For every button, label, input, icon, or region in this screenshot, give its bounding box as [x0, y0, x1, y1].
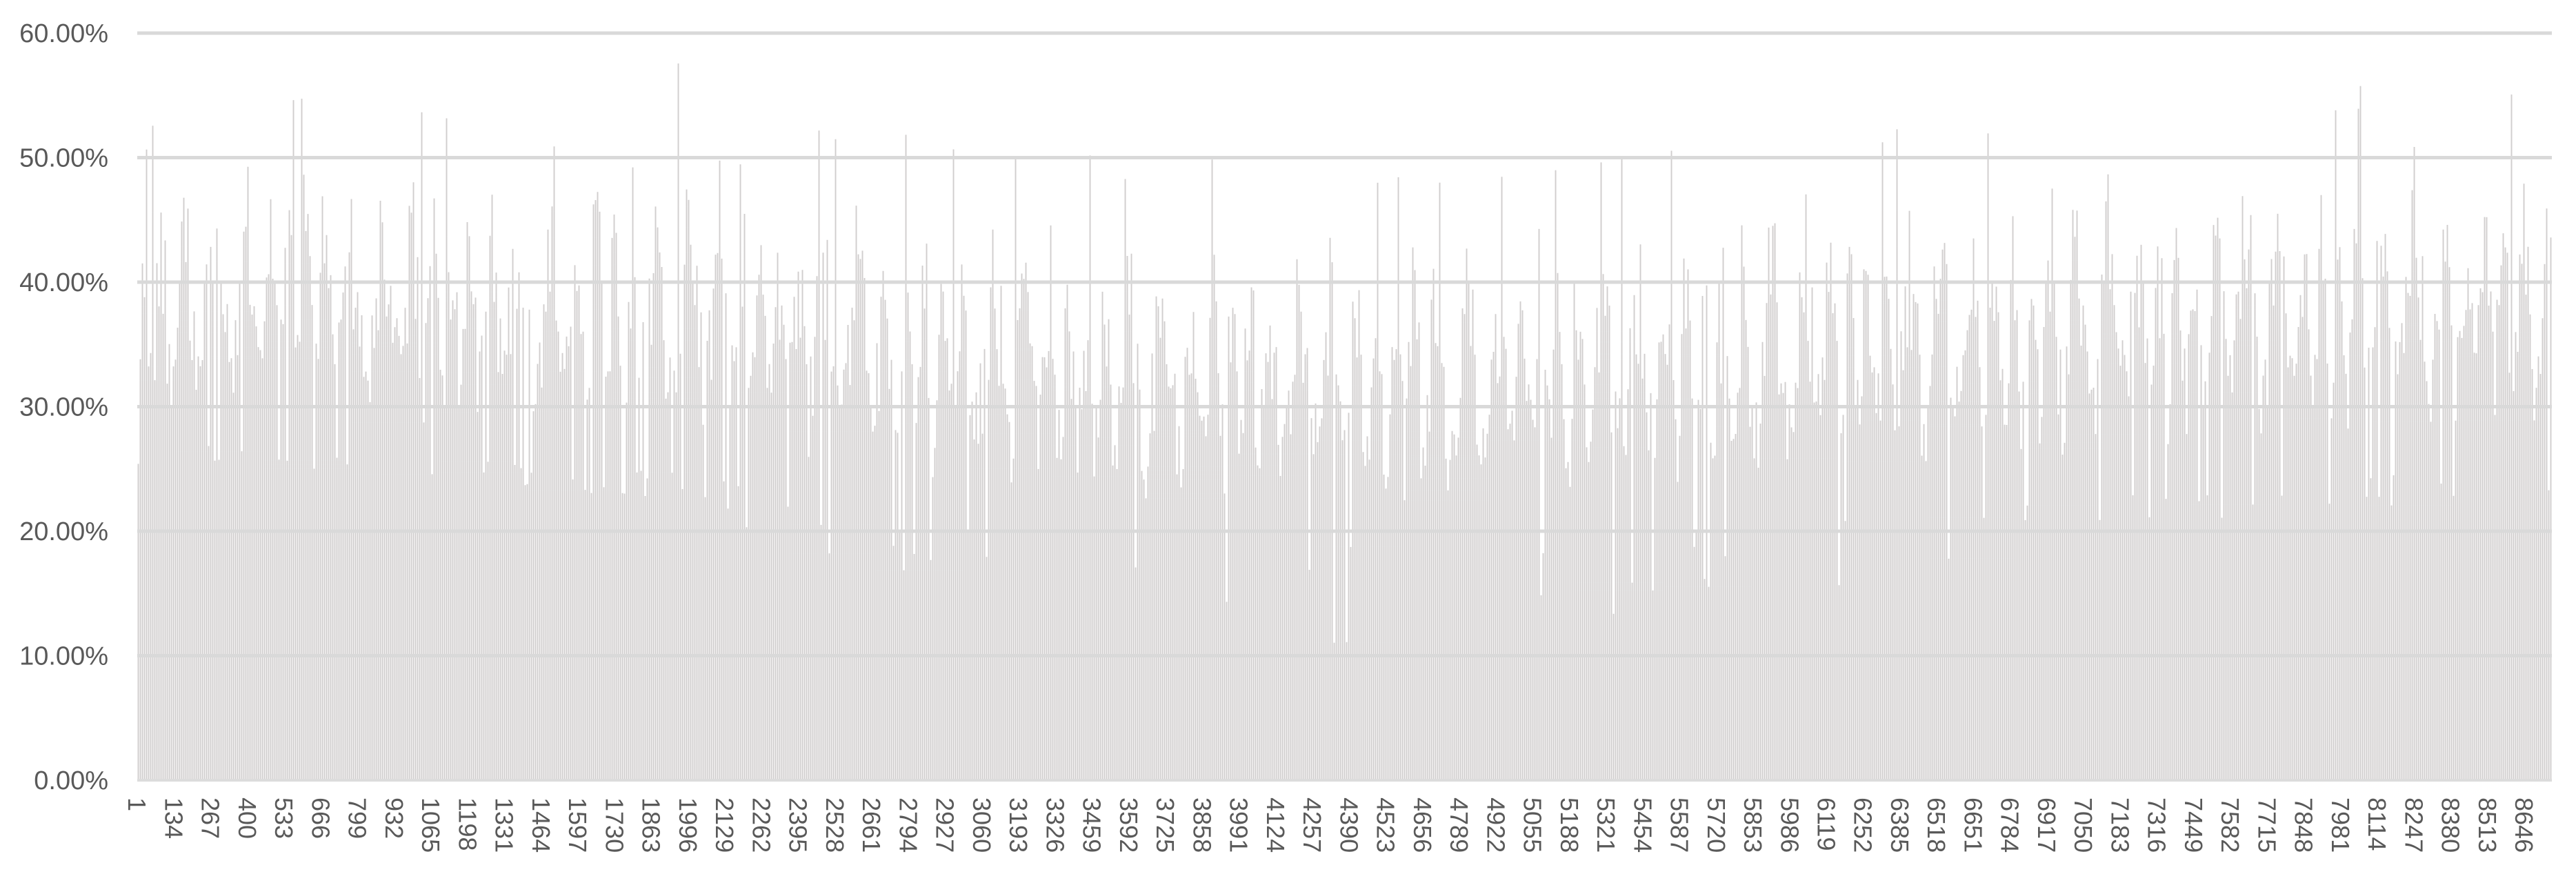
- y-axis-tick-label: 30.00%: [19, 393, 108, 422]
- x-axis-tick-label: 4124: [1261, 797, 1290, 853]
- x-axis-tick-label: 7316: [2143, 797, 2171, 853]
- x-axis-tick-label: 8513: [2473, 797, 2502, 853]
- x-axis-tick-label: 5986: [1775, 797, 1804, 853]
- x-axis-tick-label: 3991: [1225, 797, 1253, 853]
- x-axis-tick-label: 8380: [2437, 797, 2465, 853]
- x-axis-tick-label: 4789: [1445, 797, 1473, 853]
- x-axis-tick-label: 2129: [710, 797, 739, 853]
- x-axis-tick-label: 6119: [1813, 797, 1841, 851]
- x-axis-tick-label: 2262: [747, 797, 775, 853]
- x-axis-tick-label: 134: [159, 797, 188, 839]
- x-axis-tick-label: 4257: [1298, 797, 1326, 853]
- x-axis-tick-label: 5055: [1519, 797, 1547, 853]
- x-axis-tick-label: 1730: [600, 797, 628, 853]
- y-axis-tick-label: 60.00%: [19, 19, 108, 48]
- y-axis-tick-label: 10.00%: [19, 642, 108, 671]
- x-axis-tick-label: 7050: [2069, 797, 2097, 853]
- y-axis-labels: 60.00% 50.00% 40.00% 30.00% 20.00% 10.00% 0.00…: [19, 19, 108, 795]
- x-axis-tick-label: 799: [343, 797, 372, 839]
- x-axis-tick-label: 5720: [1702, 797, 1730, 853]
- x-axis-tick-label: 7848: [2290, 797, 2318, 853]
- x-axis-tick-label: 5188: [1555, 797, 1584, 853]
- x-axis-tick-label: 5853: [1739, 797, 1767, 853]
- x-axis-tick-label: 1: [123, 797, 151, 811]
- x-axis-labels: 1 134 267 400 533 666 799 932 1065 1198 1331 1464 15…: [123, 797, 2538, 853]
- y-axis-tick-label: 40.00%: [19, 268, 108, 297]
- x-axis-tick-label: 1198: [453, 797, 481, 851]
- x-axis-tick-label: 1597: [563, 797, 592, 853]
- x-axis-tick-label: 6385: [1886, 797, 1914, 853]
- x-axis-tick-label: 932: [380, 797, 408, 839]
- x-axis-tick-label: 6784: [1996, 797, 2024, 853]
- x-axis-tick-label: 4656: [1408, 797, 1437, 853]
- x-axis-tick-label: 1996: [674, 797, 702, 853]
- x-axis-tick-label: 3592: [1115, 797, 1143, 853]
- x-axis-tick-label: 7715: [2253, 797, 2281, 853]
- x-axis-tick-label: 5321: [1592, 797, 1620, 853]
- x-axis-tick-label: 267: [197, 797, 225, 839]
- x-axis-tick-label: 400: [233, 797, 261, 839]
- x-axis-tick-label: 3326: [1041, 797, 1069, 853]
- x-axis-tick-label: 2395: [784, 797, 812, 853]
- x-axis-tick-label: 1065: [417, 797, 445, 853]
- gridlines: [137, 31, 2552, 782]
- x-axis-tick-label: 7183: [2106, 797, 2135, 853]
- x-axis-tick-label: 6917: [2033, 797, 2061, 853]
- x-axis-tick-label: 6252: [1849, 797, 1877, 853]
- x-axis-tick-label: 4922: [1481, 797, 1510, 853]
- x-axis-tick-label: 2794: [894, 797, 922, 853]
- x-axis-tick-label: 3459: [1078, 797, 1106, 853]
- x-axis-tick-label: 533: [270, 797, 298, 839]
- x-axis-tick-label: 6651: [1959, 797, 1988, 853]
- x-axis-tick-label: 3060: [968, 797, 996, 853]
- x-axis-tick-label: 7582: [2216, 797, 2244, 853]
- x-axis-tick-label: 3725: [1151, 797, 1179, 853]
- x-axis-tick-label: 8114: [2363, 797, 2391, 851]
- x-axis-tick-label: 8247: [2399, 797, 2428, 853]
- x-axis-tick-label: 4390: [1335, 797, 1363, 853]
- x-axis-tick-label: 6518: [1922, 797, 1950, 853]
- x-axis-tick-label: 1331: [490, 797, 519, 853]
- x-axis-tick-label: 7449: [2179, 797, 2208, 853]
- x-axis-tick-label: 4523: [1372, 797, 1400, 853]
- x-axis-tick-label: 5454: [1628, 797, 1657, 853]
- y-axis-tick-label: 50.00%: [19, 144, 108, 173]
- x-axis-tick-label: 1464: [527, 797, 555, 853]
- x-axis-tick-label: 2927: [931, 797, 959, 853]
- y-axis-tick-label: 20.00%: [19, 517, 108, 546]
- x-axis-tick-label: 7981: [2326, 797, 2355, 853]
- x-axis-tick-label: 5587: [1666, 797, 1694, 853]
- x-axis-tick-label: 3193: [1004, 797, 1032, 853]
- x-axis-tick-label: 2528: [821, 797, 849, 853]
- y-axis-tick-label: 0.00%: [34, 766, 108, 795]
- bars-series-path: [137, 63, 2552, 780]
- x-axis-tick-label: 666: [306, 797, 335, 839]
- x-axis-tick-label: 8646: [2510, 797, 2538, 853]
- x-axis-tick-label: 3858: [1188, 797, 1216, 853]
- x-axis-tick-label: 1863: [637, 797, 666, 853]
- x-axis-tick-label: 2661: [857, 797, 886, 853]
